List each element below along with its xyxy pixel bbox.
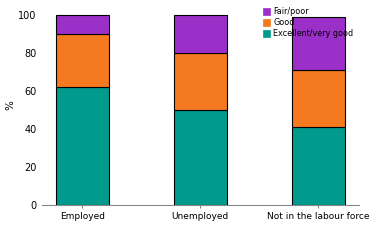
Y-axis label: %: %: [6, 100, 15, 110]
Bar: [174, 53, 227, 110]
Legend: Fair/poor, Good, Excellent/very good: Fair/poor, Good, Excellent/very good: [261, 6, 355, 40]
Bar: [291, 127, 344, 205]
Bar: [291, 17, 344, 70]
Bar: [56, 87, 109, 205]
Bar: [291, 70, 344, 127]
Bar: [174, 110, 227, 205]
Bar: [56, 34, 109, 87]
Bar: [174, 15, 227, 53]
Bar: [56, 15, 109, 34]
